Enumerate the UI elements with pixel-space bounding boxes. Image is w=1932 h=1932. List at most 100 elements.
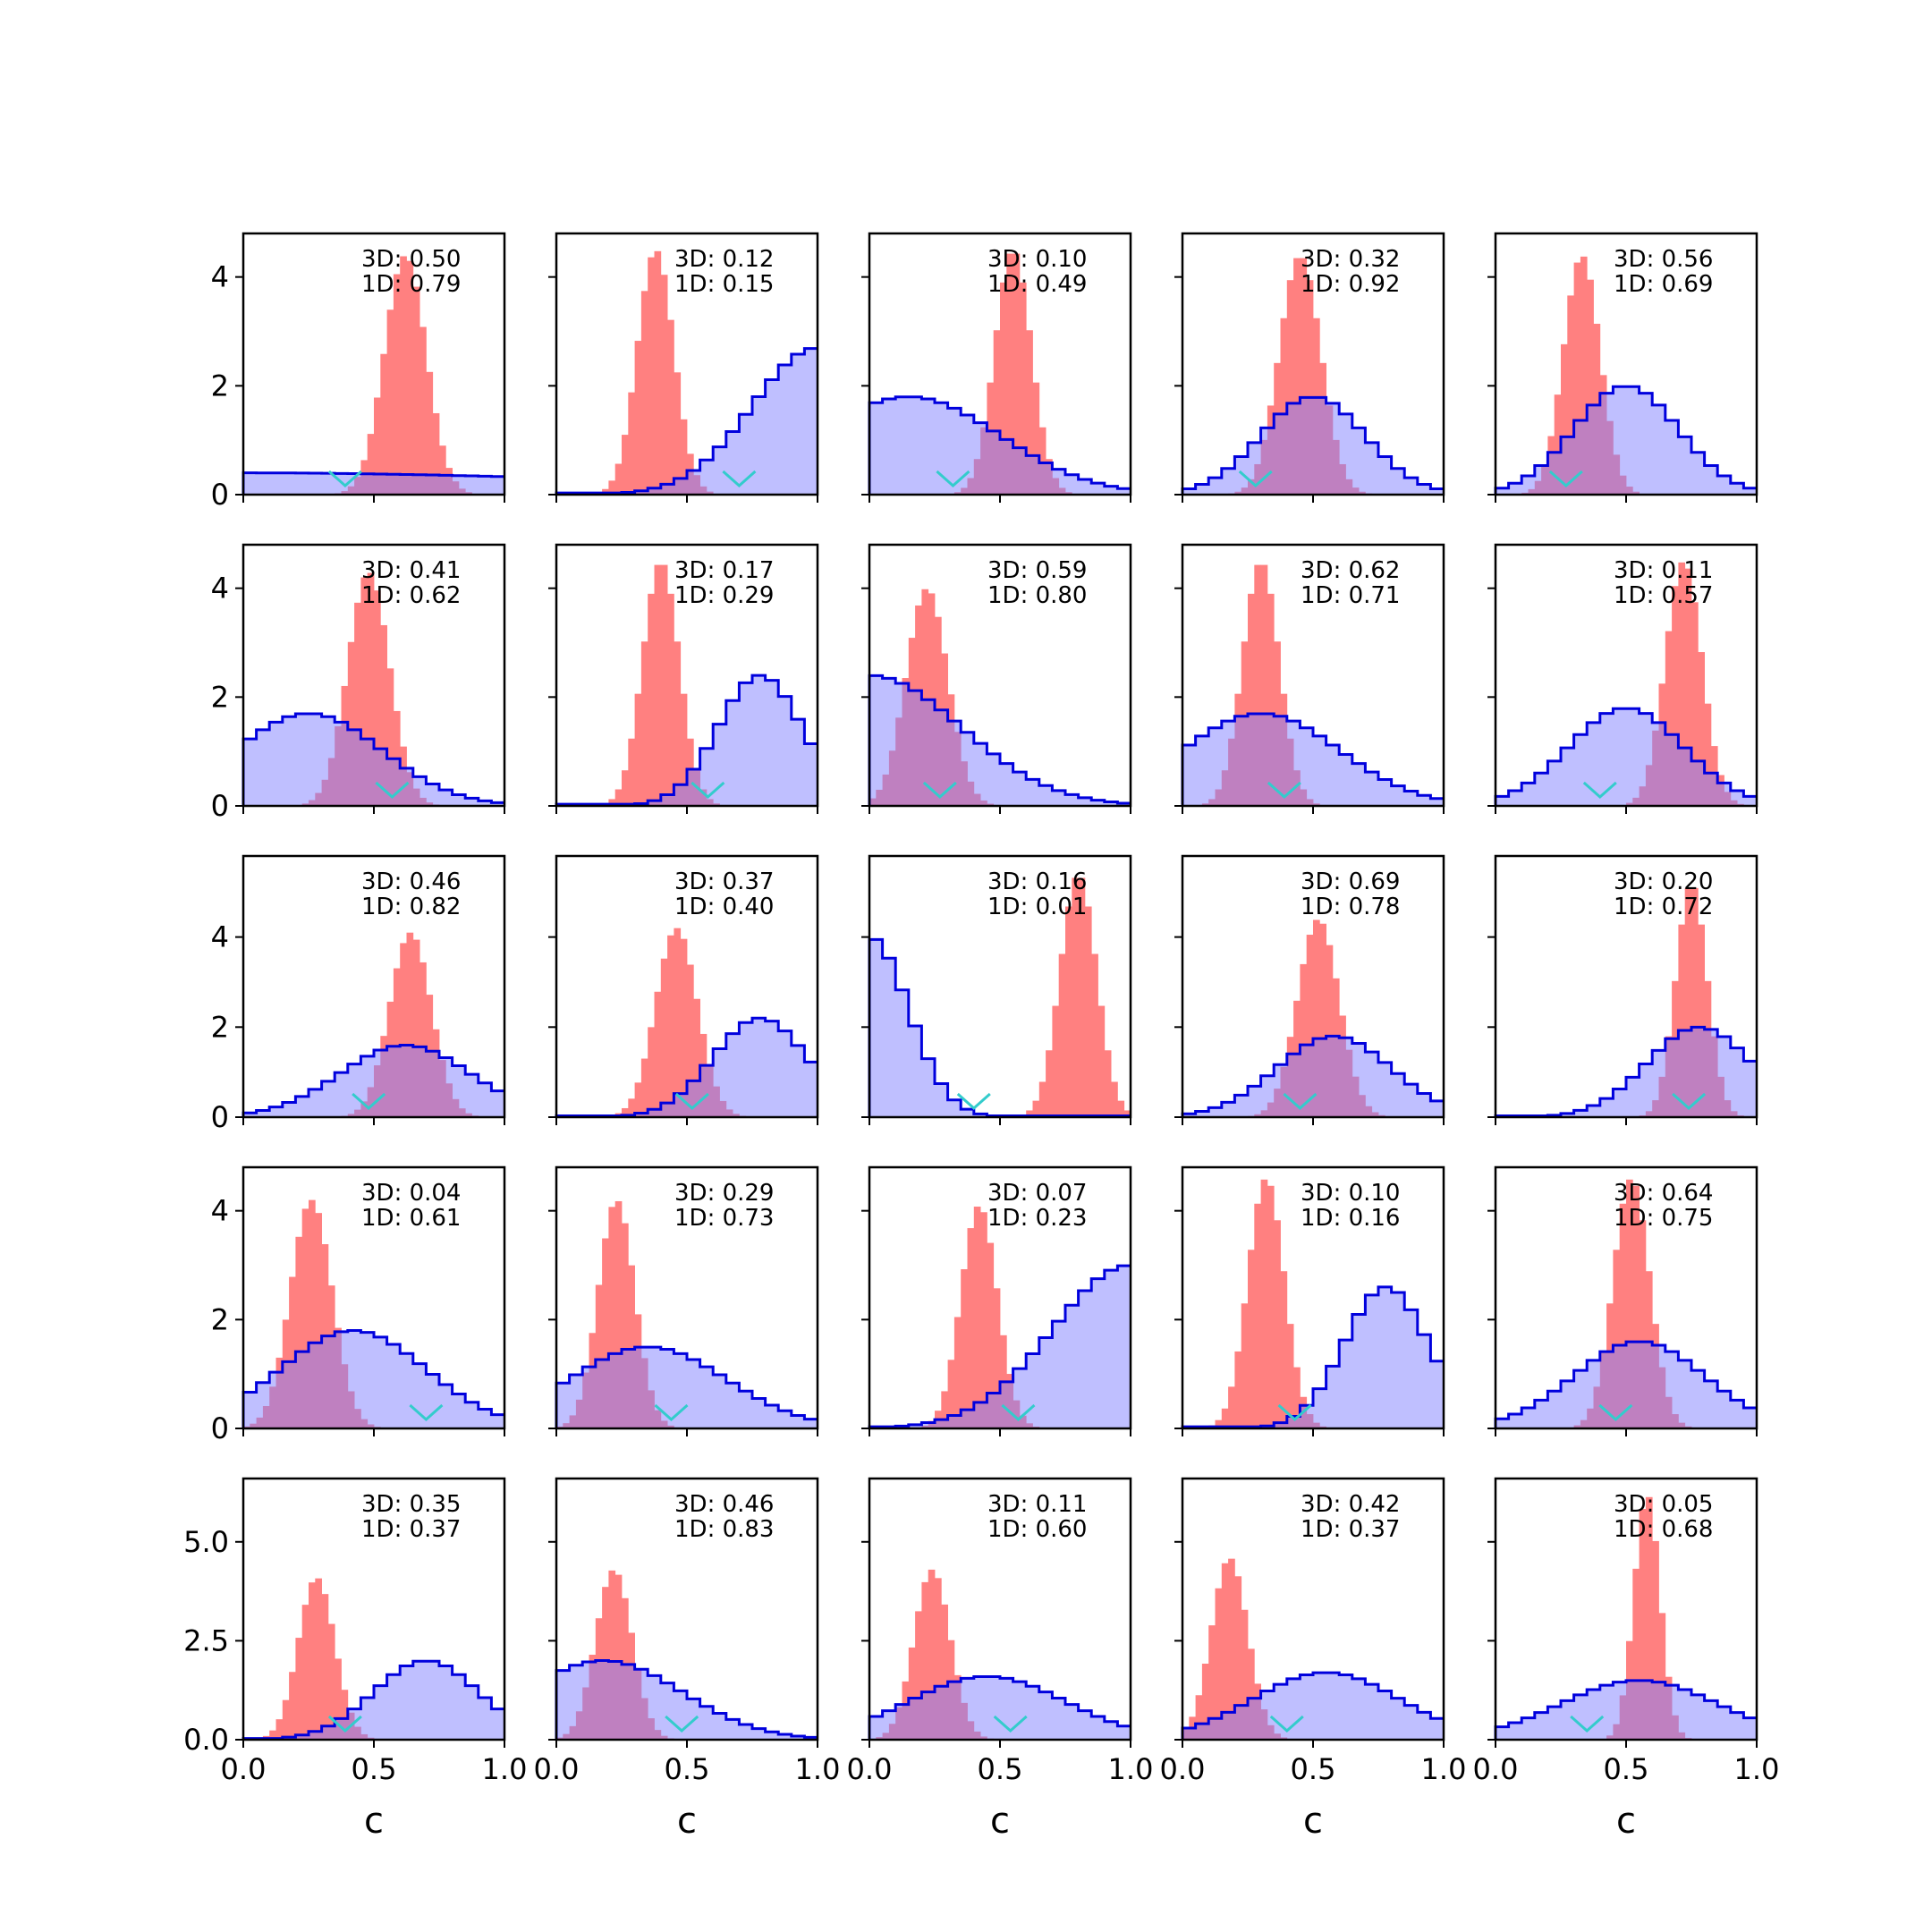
red-histogram-bar xyxy=(309,1582,316,1740)
red-histogram-bar xyxy=(674,641,682,806)
blue-histogram-fill xyxy=(243,472,504,495)
blue-histogram-outline xyxy=(555,1345,818,1428)
annotation-3d: 3D: 0.05 xyxy=(1614,1491,1713,1518)
red-histogram-bar xyxy=(628,1265,635,1428)
red-histogram-bar xyxy=(622,770,629,806)
annotation-3d: 3D: 0.37 xyxy=(674,869,774,895)
marker-v xyxy=(691,781,725,800)
red-histogram-bar xyxy=(335,1658,342,1740)
red-histogram-bar xyxy=(1678,924,1686,1117)
red-histogram-bar xyxy=(347,641,355,806)
x-tick-label: 0.0 xyxy=(221,1752,267,1786)
red-histogram-bar xyxy=(654,564,662,806)
blue-histogram-outline xyxy=(242,712,504,806)
red-histogram-bar xyxy=(315,1213,322,1428)
red-histogram-bar xyxy=(628,738,635,806)
red-histogram-bar xyxy=(367,434,375,495)
annotation-1d: 1D: 0.82 xyxy=(361,894,461,920)
red-histogram-bar xyxy=(1326,945,1334,1117)
red-histogram-bar xyxy=(406,932,414,1117)
red-histogram-bar xyxy=(1254,1203,1261,1428)
red-histogram-bar xyxy=(634,341,642,495)
red-histogram-bar xyxy=(1248,1648,1255,1740)
red-histogram-bar xyxy=(1665,631,1673,806)
blue-histogram-outline xyxy=(242,471,504,495)
annotation-1d: 1D: 0.62 xyxy=(361,582,461,609)
y-tick-label: 2 xyxy=(211,369,229,402)
blue-histogram-outline xyxy=(868,1674,1131,1740)
red-histogram-bar xyxy=(987,1242,995,1428)
x-tick-label: 1.0 xyxy=(1108,1752,1154,1786)
red-histogram-bar xyxy=(980,1212,987,1428)
red-histogram-bar xyxy=(1038,427,1046,495)
red-histogram-bar xyxy=(660,275,668,495)
annotation-1d: 1D: 0.79 xyxy=(361,271,461,298)
red-histogram-bar xyxy=(961,1269,968,1428)
annotation-1d: 1D: 0.23 xyxy=(987,1205,1087,1232)
blue-histogram-fill xyxy=(1182,397,1444,495)
x-tick-label: 0.0 xyxy=(534,1752,580,1786)
red-histogram-bar xyxy=(289,1276,296,1428)
annotation-1d: 1D: 0.57 xyxy=(1614,582,1713,609)
annotation-1d: 1D: 0.40 xyxy=(674,894,774,920)
marker-v xyxy=(1269,1715,1304,1733)
red-histogram-bar xyxy=(928,1569,936,1740)
red-histogram-bar xyxy=(1580,256,1588,495)
red-histogram-bar xyxy=(1300,963,1308,1117)
red-histogram-bar xyxy=(1691,887,1699,1117)
red-histogram-bar xyxy=(321,1594,329,1740)
red-histogram-bar xyxy=(1052,1005,1060,1117)
red-histogram-bar xyxy=(993,330,1001,495)
annotation-3d: 3D: 0.35 xyxy=(361,1491,461,1518)
annotation-3d: 3D: 0.12 xyxy=(674,246,774,273)
red-histogram-bar xyxy=(628,1098,635,1117)
red-histogram-bar xyxy=(648,257,655,495)
marker-v xyxy=(956,1092,991,1111)
red-histogram-bar xyxy=(1286,280,1294,495)
red-histogram-bar xyxy=(1208,1625,1216,1740)
blue-histogram-fill xyxy=(243,1045,504,1117)
red-histogram-bar xyxy=(315,1578,322,1740)
red-histogram-bar xyxy=(993,1288,1001,1428)
red-histogram-bar xyxy=(1280,318,1288,495)
blue-histogram-fill xyxy=(556,675,818,806)
marker-v xyxy=(327,470,362,488)
red-histogram-bar xyxy=(1267,1185,1275,1428)
red-histogram-bar xyxy=(1221,1408,1229,1428)
red-histogram-bar xyxy=(295,1638,303,1740)
blue-histogram-outline xyxy=(868,1264,1131,1428)
blue-histogram-fill xyxy=(556,1018,818,1117)
x-tick-label: 0.0 xyxy=(1473,1752,1519,1786)
red-histogram-bar xyxy=(1652,1540,1659,1740)
blue-histogram-outline xyxy=(242,1659,504,1741)
red-histogram-bar xyxy=(595,1284,603,1428)
red-histogram-bar xyxy=(419,326,427,495)
red-histogram-bar xyxy=(400,943,407,1117)
y-tick-label: 2 xyxy=(211,680,229,714)
red-histogram-bar xyxy=(908,1647,916,1740)
annotation-3d: 3D: 0.42 xyxy=(1301,1491,1400,1518)
blue-histogram-fill xyxy=(1182,1286,1444,1428)
red-histogram-bar xyxy=(1221,1563,1229,1740)
y-tick-label: 0 xyxy=(211,478,229,512)
red-histogram-bar xyxy=(687,964,694,1117)
red-histogram-bar xyxy=(1084,906,1092,1117)
red-histogram-bar xyxy=(1228,1558,1235,1740)
red-histogram-bar xyxy=(1639,1220,1647,1428)
x-tick-label: 0.5 xyxy=(978,1752,1023,1786)
annotation-1d: 1D: 0.60 xyxy=(987,1516,1087,1543)
red-histogram-bar xyxy=(634,1082,642,1117)
annotation-3d: 3D: 0.62 xyxy=(1301,557,1400,584)
red-histogram-bar xyxy=(386,309,394,495)
red-histogram-bar xyxy=(693,998,700,1117)
